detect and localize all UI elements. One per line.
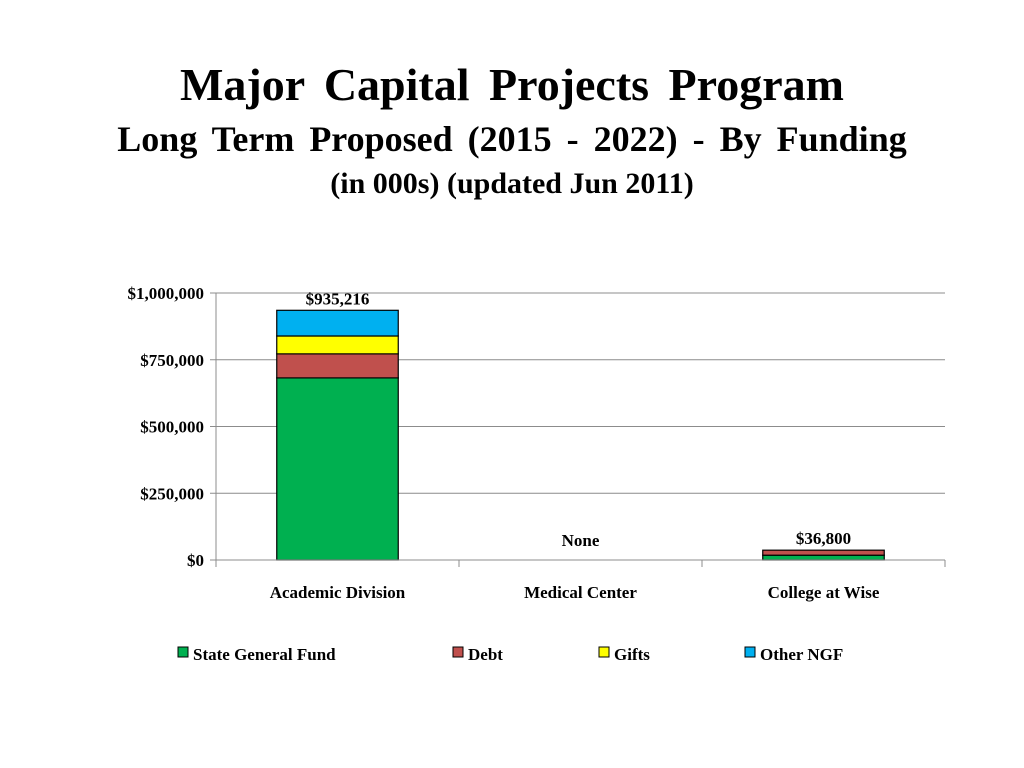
bar-state-general-fund-academic-division (276, 377, 399, 561)
bar-state-general-fund-college-at-wise (762, 554, 885, 561)
total-label-medical-center: None (562, 531, 600, 550)
legend-swatch-gifts (598, 646, 610, 658)
title-line-1: Major Capital Projects Program (180, 59, 844, 110)
total-label-college-at-wise: $36,800 (796, 529, 851, 548)
legend-label-state-general-fund: State General Fund (193, 645, 336, 664)
data-labels: $935,216 None $36,800 (306, 289, 852, 550)
x-tick-label-college-at-wise: College at Wise (768, 583, 880, 602)
legend: State General Fund Debt Gifts Other NGF (177, 645, 843, 664)
legend-label-debt: Debt (468, 645, 503, 664)
total-label-academic-division: $935,216 (306, 289, 370, 308)
y-tick-label: $500,000 (140, 418, 204, 437)
bar-gifts-academic-division (276, 335, 399, 355)
title-line-2: Long Term Proposed (2015 - 2022) - By Fu… (117, 119, 907, 159)
x-tick-label-academic-division: Academic Division (270, 583, 406, 602)
legend-label-other-ngf: Other NGF (760, 645, 843, 664)
legend-label-gifts: Gifts (614, 645, 650, 664)
bar-debt-college-at-wise (762, 549, 885, 556)
title-line-3: (in 000s) (updated Jun 2011) (330, 167, 694, 200)
legend-swatch-other-ngf (744, 646, 756, 658)
legend-swatch-debt (452, 646, 464, 658)
slide-title: Major Capital Projects Program Long Term… (0, 56, 1024, 204)
y-tick-label: $1,000,000 (128, 284, 205, 303)
y-tick-label: $750,000 (140, 351, 204, 370)
bar-debt-academic-division (276, 353, 399, 379)
legend-swatch-state-general-fund (177, 646, 189, 658)
bar-other-ngf-academic-division (276, 309, 399, 337)
y-tick-label: $0 (187, 551, 204, 570)
x-tick-label-medical-center: Medical Center (524, 583, 637, 602)
y-tick-label: $250,000 (140, 484, 204, 503)
bar-stacks (276, 309, 885, 561)
axes: $0 $250,000 $500,000 $750,000 $1,000,000 Acad… (128, 284, 946, 602)
